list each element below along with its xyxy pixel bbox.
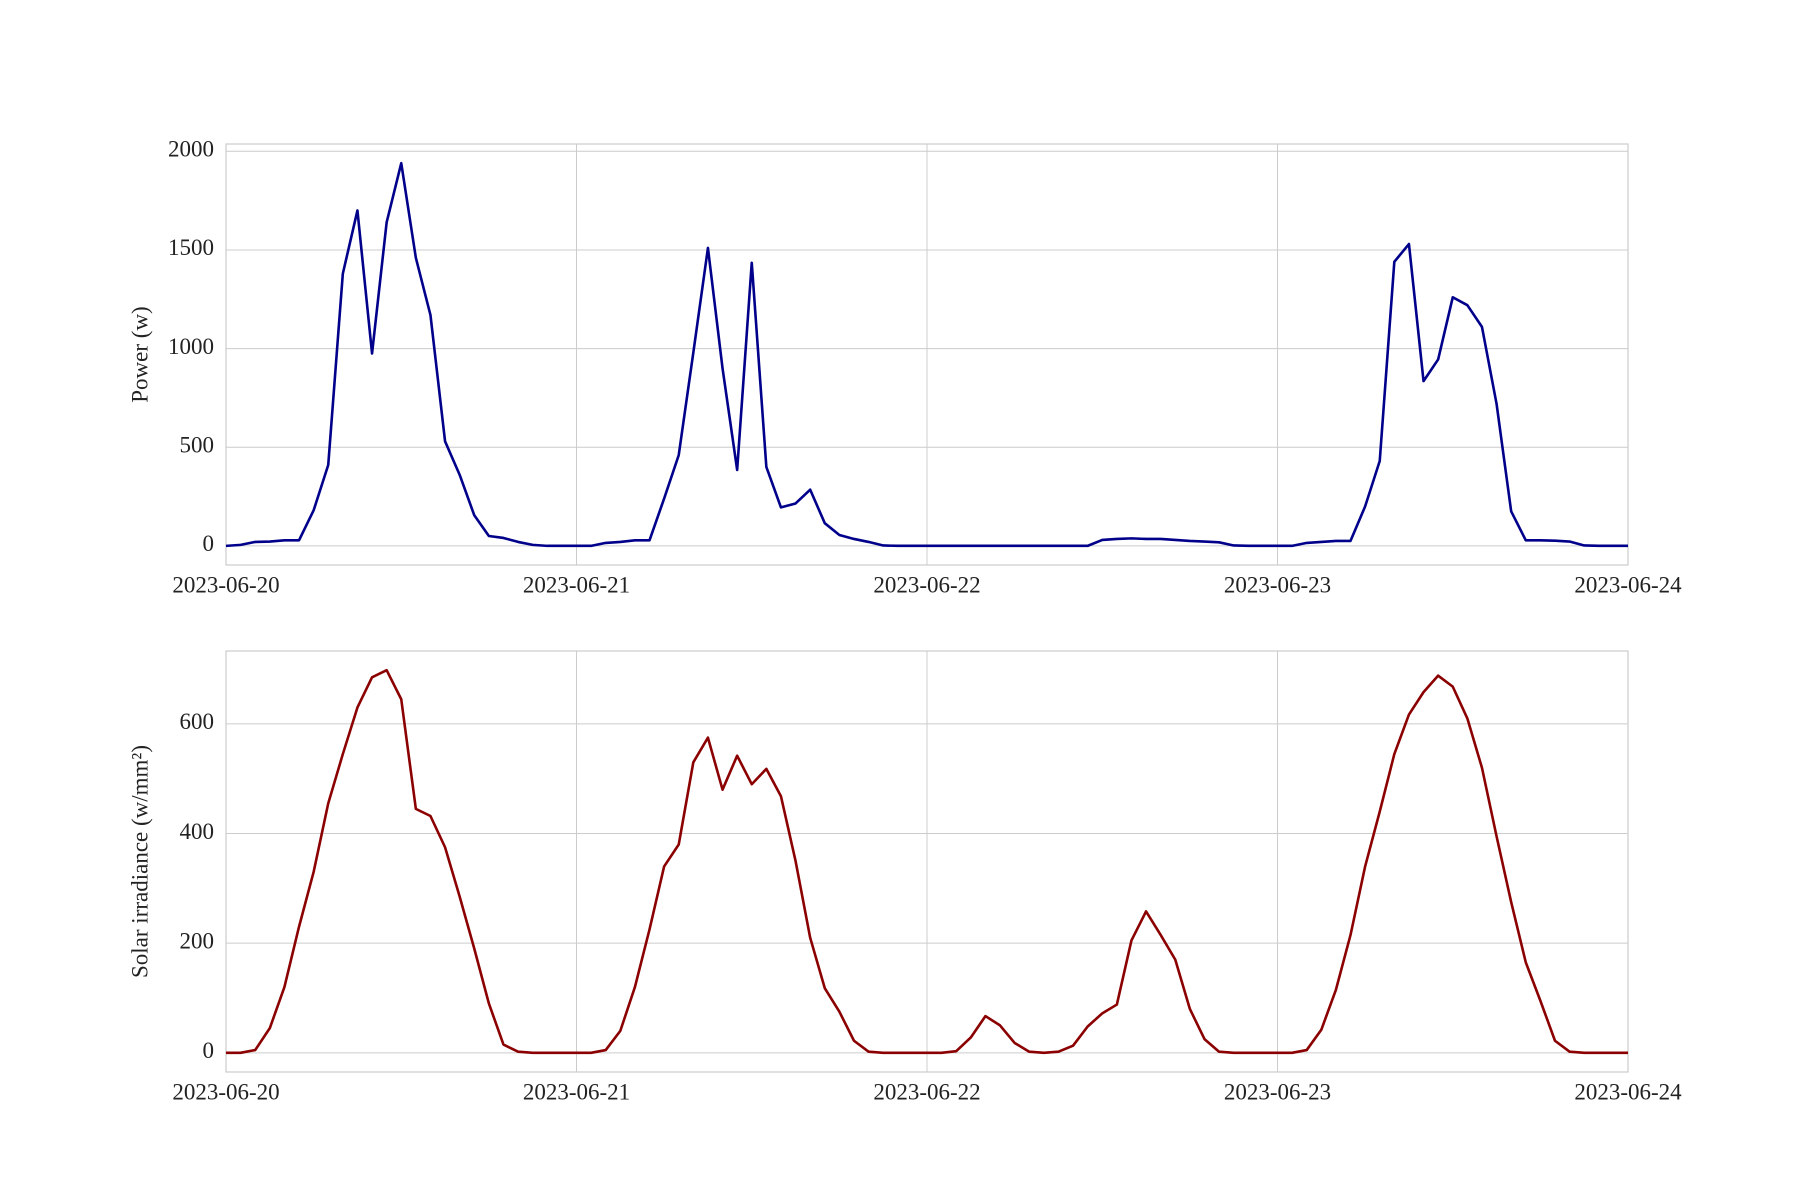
x-tick-label: 2023-06-24 xyxy=(1574,1079,1682,1104)
y-tick-label: 0 xyxy=(203,1038,215,1063)
x-tick-label: 2023-06-23 xyxy=(1224,572,1331,597)
y-tick-label: 400 xyxy=(180,819,215,844)
x-tick-label: 2023-06-23 xyxy=(1224,1079,1331,1104)
y-axis-label: Power (w) xyxy=(127,306,152,402)
x-tick-label: 2023-06-21 xyxy=(523,1079,630,1104)
y-tick-label: 600 xyxy=(180,709,215,734)
x-tick-label: 2023-06-20 xyxy=(172,1079,279,1104)
plot-frame xyxy=(225,650,1629,1073)
data-line xyxy=(226,668,1628,1055)
y-tick-label: 2000 xyxy=(168,137,214,162)
x-tick-label: 2023-06-21 xyxy=(523,572,630,597)
y-tick-label: 0 xyxy=(203,531,215,556)
y-tick-label: 1000 xyxy=(168,334,214,359)
y-tick-label: 500 xyxy=(180,433,215,458)
y-axis-label: Solar irradiance (w/mm²) xyxy=(127,745,152,978)
x-tick-label: 2023-06-24 xyxy=(1574,572,1682,597)
x-tick-label: 2023-06-22 xyxy=(873,1079,980,1104)
x-tick-label: 2023-06-22 xyxy=(873,572,980,597)
y-tick-label: 1500 xyxy=(168,235,214,260)
x-tick-label: 2023-06-20 xyxy=(172,572,279,597)
data-line xyxy=(225,161,1628,548)
y-tick-label: 200 xyxy=(180,928,215,953)
plot-frame xyxy=(225,143,1629,566)
